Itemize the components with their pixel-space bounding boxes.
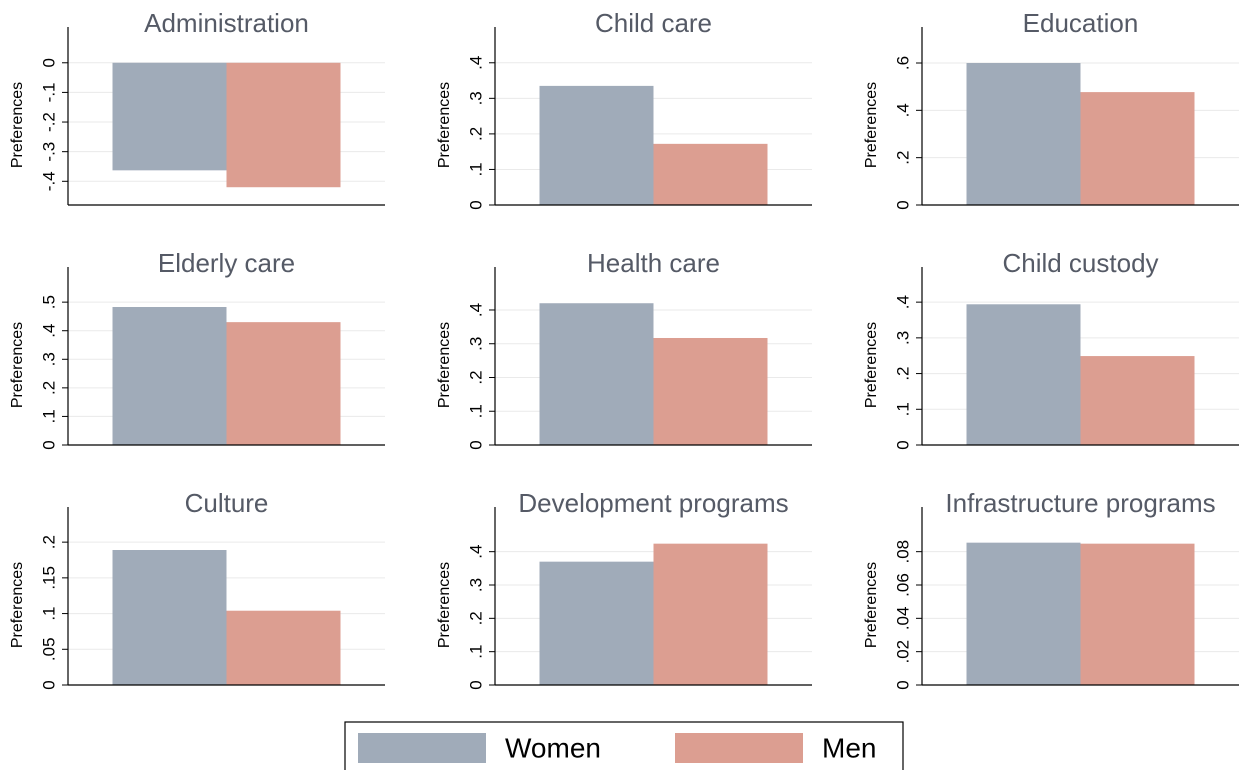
y-tick-label: .3 <box>466 91 485 105</box>
y-tick-label: 0 <box>39 440 58 449</box>
y-axis-label: Preferences <box>9 322 26 408</box>
legend-swatch <box>358 733 486 763</box>
panel-title: Child custody <box>1002 248 1158 278</box>
y-tick-label: 0 <box>39 58 58 67</box>
panel-title: Administration <box>144 8 309 38</box>
bar <box>966 304 1081 445</box>
y-axis-label: Preferences <box>863 322 880 408</box>
panel-title: Education <box>1023 8 1139 38</box>
legend-label: Women <box>505 732 601 763</box>
bar <box>112 550 227 685</box>
y-tick-label: 0 <box>39 680 58 689</box>
y-tick-label: .2 <box>893 151 912 165</box>
panel-title: Infrastructure programs <box>945 488 1215 518</box>
y-tick-label: .4 <box>466 545 485 559</box>
y-tick-label: .1 <box>466 404 485 418</box>
y-tick-label: .4 <box>893 295 912 309</box>
y-tick-label: .2 <box>893 366 912 380</box>
bar <box>539 561 654 685</box>
y-tick-label: .1 <box>893 402 912 416</box>
y-tick-label: -.4 <box>39 171 58 191</box>
y-tick-label: .08 <box>893 540 912 564</box>
bar <box>653 143 768 205</box>
legend-label: Men <box>822 732 876 763</box>
bar <box>966 542 1081 685</box>
bar <box>1080 356 1195 445</box>
panel-title: Child care <box>595 8 712 38</box>
y-tick-label: .1 <box>39 409 58 423</box>
y-tick-label: .04 <box>893 607 912 631</box>
panel-title: Development programs <box>518 488 788 518</box>
y-tick-label: 0 <box>466 680 485 689</box>
y-tick-label: -.3 <box>39 142 58 162</box>
y-tick-label: 0 <box>893 440 912 449</box>
y-tick-label: .4 <box>893 103 912 117</box>
y-tick-label: .3 <box>893 331 912 345</box>
y-tick-label: -.1 <box>39 82 58 102</box>
y-tick-label: -.2 <box>39 112 58 132</box>
y-tick-label: .6 <box>893 56 912 70</box>
y-tick-label: .2 <box>39 535 58 549</box>
y-axis-label: Preferences <box>9 82 26 168</box>
y-tick-label: .05 <box>39 637 58 661</box>
bar <box>653 337 768 445</box>
y-axis-label: Preferences <box>436 322 453 408</box>
y-tick-label: .06 <box>893 573 912 597</box>
y-axis-label: Preferences <box>9 562 26 648</box>
bar <box>1080 92 1195 205</box>
y-axis-label: Preferences <box>436 562 453 648</box>
y-tick-label: 0 <box>893 680 912 689</box>
bar <box>966 62 1081 206</box>
y-tick-label: .3 <box>466 337 485 351</box>
y-axis-label: Preferences <box>863 82 880 168</box>
y-tick-label: 0 <box>466 440 485 449</box>
y-tick-label: .02 <box>893 640 912 664</box>
y-axis-label: Preferences <box>436 82 453 168</box>
y-tick-label: 0 <box>466 200 485 209</box>
bar <box>1080 543 1195 685</box>
bar <box>112 307 227 445</box>
y-tick-label: .2 <box>466 611 485 625</box>
y-tick-label: .2 <box>39 381 58 395</box>
y-tick-label: .3 <box>39 352 58 366</box>
y-tick-label: .15 <box>39 566 58 590</box>
y-tick-label: .1 <box>39 606 58 620</box>
bar <box>226 322 341 445</box>
y-tick-label: .4 <box>466 303 485 317</box>
legend-swatch <box>675 733 803 763</box>
y-tick-label: .2 <box>466 370 485 384</box>
y-tick-label: .4 <box>39 324 58 338</box>
panel-title: Elderly care <box>158 248 295 278</box>
y-tick-label: .1 <box>466 645 485 659</box>
bar <box>539 303 654 445</box>
y-tick-label: .2 <box>466 127 485 141</box>
bar <box>539 85 654 205</box>
bar <box>112 62 227 171</box>
panel-title: Culture <box>185 488 269 518</box>
y-tick-label: .4 <box>466 56 485 70</box>
bar <box>653 543 768 685</box>
y-tick-label: .3 <box>466 578 485 592</box>
y-axis-label: Preferences <box>863 562 880 648</box>
y-tick-label: .5 <box>39 295 58 309</box>
y-tick-label: .1 <box>466 162 485 176</box>
y-tick-label: 0 <box>893 200 912 209</box>
panel-title: Health care <box>587 248 720 278</box>
bar <box>226 62 341 188</box>
bar <box>226 610 341 685</box>
